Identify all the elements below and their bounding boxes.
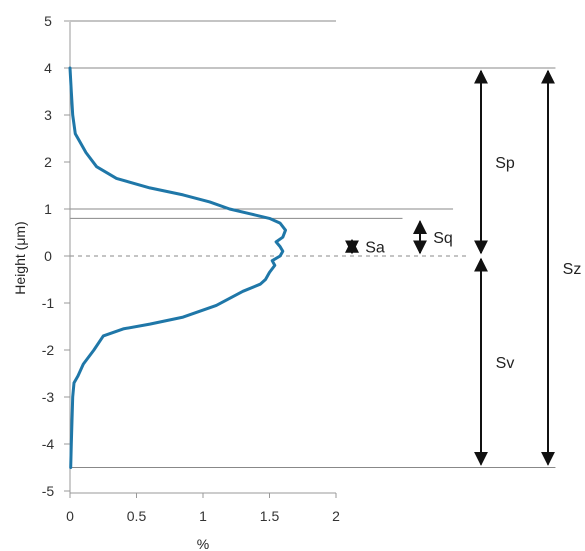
dimension-label: Sq [433,230,453,247]
y-tick-label: 4 [44,60,52,76]
reference-lines [70,20,556,468]
dimension-label: Sp [495,155,515,172]
y-tick-label: -1 [42,295,55,311]
dimension-label: Sv [496,355,515,372]
x-axis-ticks: 0 0.5 1 1.5 2 [66,493,340,524]
x-tick-label: 2 [332,508,340,524]
y-tick-label: 5 [44,13,52,29]
dimension-label: Sa [365,240,385,257]
y-axis-ticks: -5 -4 -3 -2 -1 0 1 2 3 4 5 [42,13,70,499]
annotation-layer: Sa Sq Sp Sv Sz [345,69,582,466]
series-layer [68,66,287,469]
x-tick-label: 0 [66,508,74,524]
x-axis-title: % [197,536,209,551]
y-tick-label: 2 [44,154,52,170]
y-tick-label: -3 [42,389,55,405]
y-tick-label: 1 [44,201,52,217]
x-tick-label: 0.5 [127,508,147,524]
y-tick-label: -4 [42,436,55,452]
x-tick-label: 1 [199,508,207,524]
y-tick-label: 0 [44,248,52,264]
y-tick-label: -2 [42,342,55,358]
y-axis-title: Height (μm) [12,221,28,294]
x-tick-label: 1.5 [260,508,280,524]
y-tick-label: 3 [44,107,52,123]
dimension-label: Sz [563,261,582,278]
y-tick-label: -5 [42,483,55,499]
height-distribution-curve [68,66,287,469]
